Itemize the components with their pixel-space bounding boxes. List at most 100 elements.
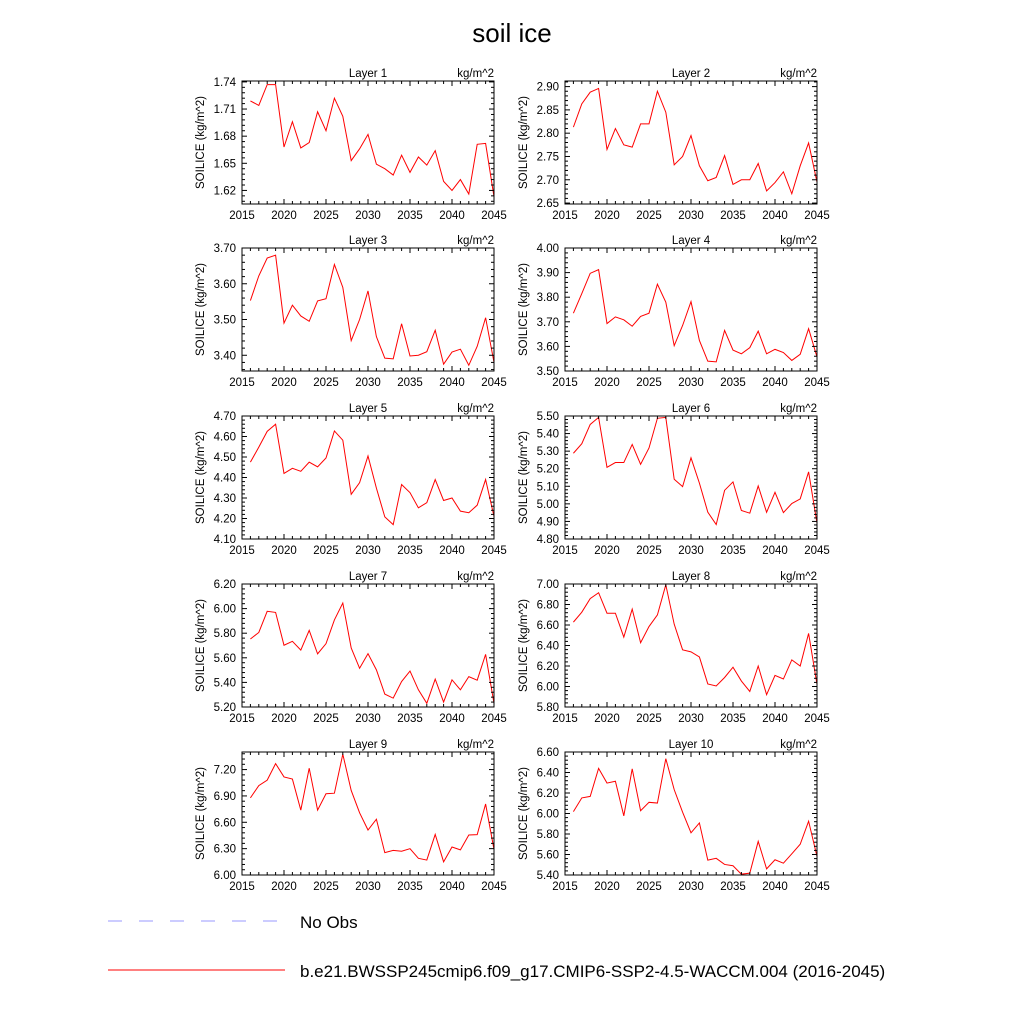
y-tick-label: 6.60 [214,817,236,829]
y-tick-label: 3.60 [214,279,236,291]
y-tick-label: 1.74 [214,77,237,89]
y-tick-label: 4.30 [214,493,236,505]
panel-units: kg/m^2 [780,235,817,247]
y-tick-label: 4.80 [537,534,559,546]
series-line [249,423,495,526]
y-tick-label: 5.10 [537,481,559,493]
figure-title: soil ice [472,18,551,48]
y-tick-label: 2.90 [537,82,559,94]
y-tick-label: 4.20 [214,514,236,526]
panel-units: kg/m^2 [457,739,494,751]
x-tick-label: 2020 [594,545,620,557]
x-tick-label: 2015 [229,377,255,389]
y-tick-label: 1.71 [214,104,236,116]
y-tick-label: 2.65 [537,198,559,210]
x-tick-label: 2040 [439,377,465,389]
x-tick-label: 2040 [762,545,788,557]
y-axis-label: SOILICE (kg/m^2) [518,96,530,189]
y-tick-label: 5.60 [214,653,236,665]
y-axis-label: SOILICE (kg/m^2) [195,431,207,524]
y-tick-label: 6.00 [214,870,236,882]
x-tick-label: 2040 [439,210,465,222]
panel-layer-4: 2015 2020 2025 2030 2035 2040 2045 3.50 3.60 3.70… [518,235,830,389]
x-tick-label: 2020 [594,713,620,725]
x-tick-label: 2025 [313,713,339,725]
y-tick-label: 6.90 [214,791,236,803]
series-line [250,601,495,705]
y-tick-label: 6.00 [537,809,559,821]
x-tick-label: 2025 [636,377,662,389]
y-tick-label: 6.40 [537,641,559,653]
y-tick-label: 5.80 [214,628,236,640]
y-tick-label: 5.80 [537,702,559,714]
x-tick-label: 2035 [397,545,423,557]
x-tick-label: 2040 [762,713,788,725]
y-tick-label: 4.10 [214,534,236,546]
x-tick-label: 2015 [229,881,255,893]
x-tick-label: 2015 [229,545,255,557]
y-axis-label: SOILICE (kg/m^2) [518,263,530,356]
x-tick-label: 2025 [636,545,662,557]
x-tick-label: 2045 [804,545,830,557]
y-axis-label: SOILICE (kg/m^2) [195,599,207,692]
panel-layer-1: 2015 2020 2025 2030 2035 2040 2045 1.62 1.65 1.68… [195,68,507,222]
x-tick-label: 2040 [762,377,788,389]
x-tick-label: 2045 [804,377,830,389]
x-tick-label: 2020 [271,377,297,389]
x-tick-label: 2040 [439,545,465,557]
x-tick-label: 2045 [481,713,507,725]
y-tick-label: 5.40 [537,429,559,441]
y-tick-label: 4.40 [214,473,236,485]
y-tick-label: 1.65 [214,158,236,170]
panel-units: kg/m^2 [780,571,817,583]
panel-units: kg/m^2 [457,403,494,415]
series-line [250,84,495,197]
panel-title: Layer 4 [672,235,711,247]
x-tick-label: 2035 [720,377,746,389]
y-tick-label: 4.90 [537,516,559,528]
x-tick-label: 2035 [397,713,423,725]
x-tick-label: 2040 [439,713,465,725]
panel-title: Layer 8 [672,571,710,583]
y-tick-label: 4.50 [214,452,236,464]
x-tick-label: 2025 [313,377,339,389]
y-tick-label: 1.68 [214,131,236,143]
y-tick-label: 3.70 [537,317,559,329]
x-tick-label: 2015 [229,713,255,725]
y-tick-label: 5.00 [537,499,559,511]
panel-title: Layer 6 [672,403,710,415]
y-tick-label: 5.40 [537,870,559,882]
x-tick-label: 2030 [355,881,381,893]
x-tick-label: 2035 [720,210,746,222]
x-tick-label: 2015 [552,545,578,557]
panels-container: 2015 2020 2025 2030 2035 2040 2045 1.62 1.65 1.68… [195,68,830,893]
y-tick-label: 5.20 [537,464,559,476]
y-tick-label: 6.40 [537,768,559,780]
y-tick-label: 7.20 [214,765,236,777]
series-line [572,758,818,875]
x-tick-label: 2015 [552,713,578,725]
x-tick-label: 2025 [636,713,662,725]
x-tick-label: 2030 [355,713,381,725]
x-tick-label: 2025 [636,210,662,222]
x-tick-label: 2045 [481,545,507,557]
y-tick-label: 4.60 [214,432,236,444]
panel-title: Layer 3 [349,235,387,247]
x-tick-label: 2020 [594,881,620,893]
y-axis-label: SOILICE (kg/m^2) [518,431,530,524]
y-tick-label: 6.00 [214,604,236,616]
y-tick-label: 5.30 [537,446,559,458]
x-tick-label: 2030 [355,545,381,557]
x-tick-label: 2020 [594,210,620,222]
y-tick-label: 6.20 [537,788,559,800]
y-tick-label: 6.30 [214,844,236,856]
x-tick-label: 2015 [552,881,578,893]
panel-title: Layer 10 [669,739,714,751]
panel-layer-6: 2015 2020 2025 2030 2035 2040 2045 4.80 4.90 5.00… [518,403,830,557]
panel-layer-7: 2015 2020 2025 2030 2035 2040 2045 5.20 5.40 5.60… [195,571,507,725]
y-tick-label: 6.60 [537,620,559,632]
x-tick-label: 2045 [804,713,830,725]
legend-label-model: b.e21.BWSSP245cmip6.f09_g17.CMIP6-SSP2-4… [300,962,885,981]
y-tick-label: 2.80 [537,128,559,140]
legend: No Obs b.e21.BWSSP245cmip6.f09_g17.CMIP6… [108,913,885,981]
